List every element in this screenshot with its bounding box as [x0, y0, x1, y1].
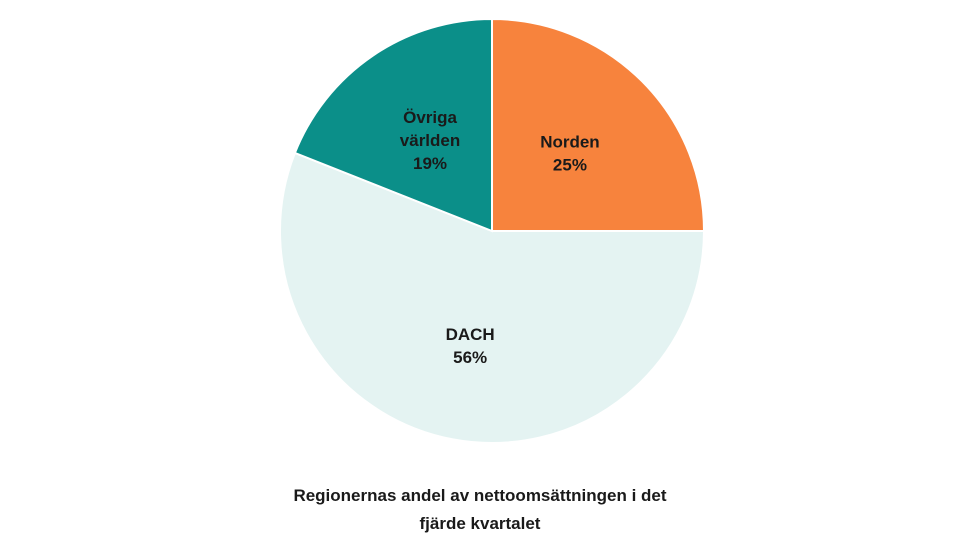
pie-slice-name-1: DACH: [446, 325, 495, 344]
pie-slice-label-2: Övriga världen 19%: [400, 108, 460, 173]
chart-title-line-1: Regionernas andel av nettoomsättningen i…: [293, 486, 667, 505]
pie-slice-1: [279, 151, 706, 444]
pie-slice-name-2: världen: [400, 131, 460, 150]
pie-slice-name-2: Övriga: [403, 108, 457, 127]
pie-chart-canvas: Norden 25% DACH 56% Övriga världen 19%: [279, 17, 706, 444]
pie-slice-value-2: 19%: [413, 154, 447, 173]
chart-title: Regionernas andel av nettoomsättningen i…: [230, 482, 730, 538]
pie-slice-name-0: Norden: [540, 133, 600, 152]
pie-slice-label-1: DACH 56%: [446, 325, 495, 367]
pie-slice-0: [491, 17, 706, 232]
chart-title-line-2: fjärde kvartalet: [419, 514, 541, 533]
pie-slice-label-0: Norden 25%: [540, 133, 600, 175]
pie-slice-value-0: 25%: [553, 156, 587, 175]
pie-slice-value-1: 56%: [453, 348, 487, 367]
pie-slice-2: [293, 17, 493, 233]
